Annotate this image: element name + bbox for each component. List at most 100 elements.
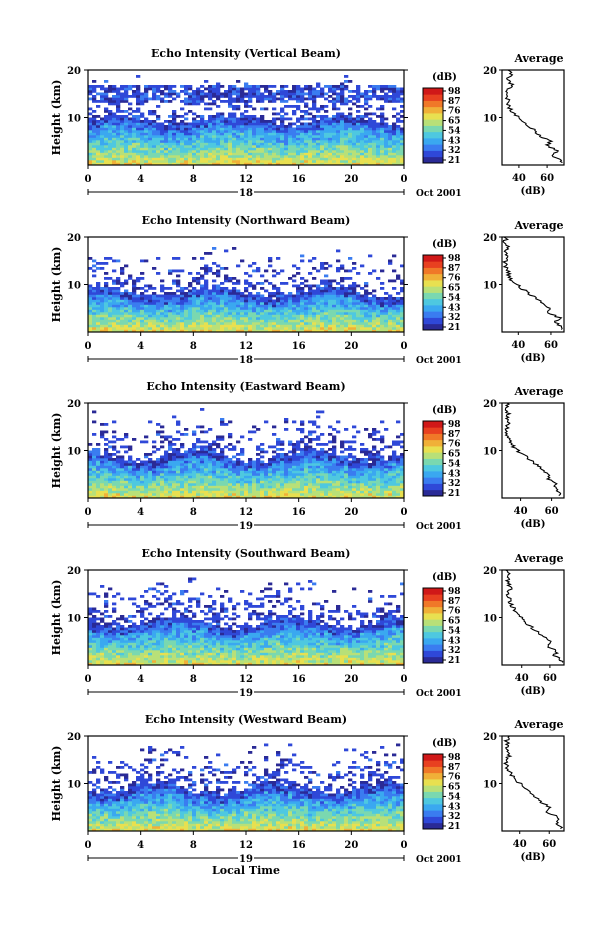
heatmap-cell bbox=[284, 142, 289, 146]
heatmap-cell bbox=[220, 299, 225, 303]
heatmap-cell bbox=[280, 100, 285, 103]
heatmap-cell bbox=[112, 125, 117, 128]
heatmap-cell bbox=[160, 430, 165, 434]
heatmap-cell bbox=[124, 470, 129, 474]
heatmap-cell bbox=[192, 463, 197, 466]
heatmap-cell bbox=[240, 490, 245, 494]
heatmap-cell bbox=[296, 480, 301, 484]
heatmap-cell bbox=[116, 102, 121, 106]
heatmap-cell bbox=[172, 130, 177, 133]
heatmap-cell bbox=[396, 127, 401, 131]
heatmap-cell bbox=[360, 314, 365, 318]
heatmap-cell bbox=[316, 122, 321, 126]
heatmap-cell bbox=[124, 433, 129, 436]
heatmap-cell bbox=[392, 307, 397, 310]
heatmap-cell bbox=[348, 127, 353, 131]
heatmap-cell bbox=[184, 97, 189, 101]
heatmap-cell bbox=[300, 493, 305, 496]
heatmap-cell bbox=[200, 480, 205, 484]
heatmap-cell bbox=[308, 87, 313, 91]
heatmap-cell bbox=[112, 485, 117, 489]
heatmap-cell bbox=[284, 488, 289, 491]
heatmap-cell bbox=[324, 314, 329, 318]
heatmap-cell bbox=[180, 137, 185, 141]
heatmap-cell bbox=[204, 463, 209, 466]
heatmap-cell bbox=[392, 85, 397, 88]
heatmap-cell bbox=[116, 140, 121, 143]
heatmap-cell bbox=[148, 420, 153, 424]
heatmap-cell bbox=[280, 137, 285, 141]
heatmap-cell bbox=[328, 324, 333, 328]
heatmap-cell bbox=[340, 317, 345, 320]
heatmap-cell bbox=[336, 155, 341, 158]
heatmap-cell bbox=[116, 115, 121, 118]
heatmap-cell bbox=[180, 453, 185, 456]
heatmap-cell bbox=[152, 473, 157, 476]
heatmap-cell bbox=[292, 460, 297, 464]
heatmap-cell bbox=[396, 145, 401, 148]
heatmap-cell bbox=[364, 140, 369, 143]
heatmap-cell bbox=[228, 314, 233, 318]
heatmap-cell bbox=[120, 135, 125, 138]
heatmap-cell bbox=[304, 292, 309, 295]
heatmap-cell bbox=[188, 329, 193, 333]
heatmap-cell bbox=[368, 329, 373, 333]
heatmap-cell bbox=[120, 473, 125, 476]
heatmap-cell bbox=[300, 259, 305, 263]
heatmap-cell bbox=[168, 470, 173, 474]
heatmap-cell bbox=[300, 485, 305, 489]
heatmap-cell bbox=[316, 453, 321, 456]
heatmap-cell bbox=[168, 122, 173, 126]
heatmap-cell bbox=[264, 322, 269, 325]
heatmap-cell bbox=[340, 302, 345, 305]
heatmap-cell bbox=[188, 488, 193, 491]
x-tick-label: 0 bbox=[401, 341, 408, 352]
heatmap-cell bbox=[96, 140, 101, 143]
heatmap-cell bbox=[368, 117, 373, 121]
heatmap-cell bbox=[360, 152, 365, 156]
heatmap-cell bbox=[224, 423, 229, 426]
heatmap-cell bbox=[236, 122, 241, 126]
heatmap-cell bbox=[240, 448, 245, 451]
heatmap-cell bbox=[124, 480, 129, 484]
heatmap-cell bbox=[316, 142, 321, 146]
heatmap-cell bbox=[116, 450, 121, 454]
heatmap-cell bbox=[88, 307, 93, 310]
heatmap-cell bbox=[232, 314, 237, 318]
heatmap-cell bbox=[132, 309, 137, 313]
heatmap-cell bbox=[300, 468, 305, 471]
colorbar-segment bbox=[423, 305, 443, 312]
heatmap-cell bbox=[228, 312, 233, 315]
y-axis-label: Height (km) bbox=[50, 247, 63, 323]
heatmap-cell bbox=[128, 473, 133, 476]
heatmap-cell bbox=[140, 480, 145, 484]
heatmap-cell bbox=[392, 329, 397, 333]
heatmap-cell bbox=[164, 130, 169, 133]
heatmap-cell bbox=[200, 152, 205, 156]
heatmap-cell bbox=[112, 490, 117, 494]
heatmap-cell bbox=[100, 480, 105, 484]
heatmap-cell bbox=[148, 147, 153, 151]
heatmap-cell bbox=[272, 145, 277, 148]
heatmap-cell bbox=[116, 277, 121, 280]
heatmap-cell bbox=[320, 478, 325, 481]
heatmap-cell bbox=[328, 95, 333, 98]
heatmap-cell bbox=[196, 319, 201, 323]
heatmap-cell bbox=[236, 327, 241, 330]
heatmap-cell bbox=[164, 478, 169, 481]
heatmap-cell bbox=[200, 440, 205, 444]
heatmap-cell bbox=[152, 127, 157, 131]
heatmap-cell bbox=[236, 302, 241, 305]
heatmap-cell bbox=[288, 317, 293, 320]
heatmap-cell bbox=[252, 152, 257, 156]
heatmap-cell bbox=[208, 92, 213, 96]
heatmap-cell bbox=[308, 473, 313, 476]
heatmap-cell bbox=[364, 97, 369, 101]
heatmap-cell bbox=[88, 327, 93, 330]
heatmap-cell bbox=[180, 142, 185, 146]
heatmap-cell bbox=[376, 312, 381, 315]
heatmap-cell bbox=[396, 150, 401, 153]
heatmap-cell bbox=[196, 468, 201, 471]
heatmap-cell bbox=[228, 329, 233, 333]
heatmap-cell bbox=[308, 465, 313, 469]
